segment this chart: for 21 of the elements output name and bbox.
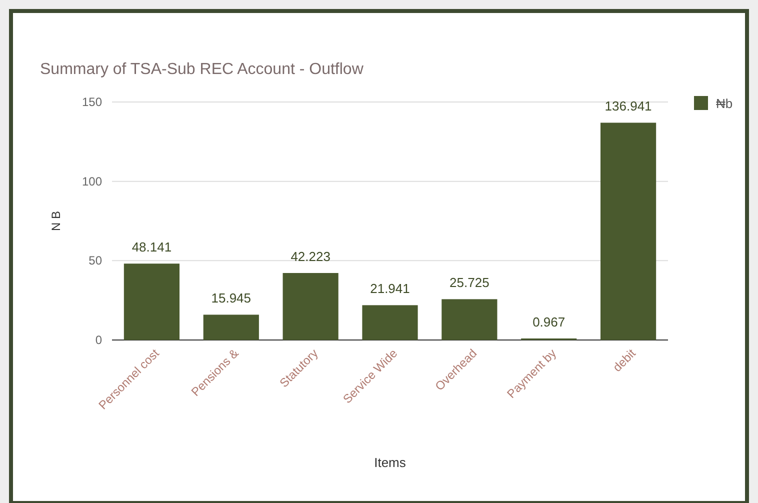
bar	[362, 305, 418, 340]
y-tick-label: 50	[88, 254, 102, 268]
bar	[203, 314, 259, 340]
y-axis-title: N B	[49, 210, 63, 232]
bar	[442, 299, 498, 340]
bar	[282, 273, 338, 340]
data-label: 48.141	[132, 240, 172, 255]
chart-title: Summary of TSA-Sub REC Account - Outflow	[40, 61, 364, 78]
data-label: 25.725	[450, 275, 490, 290]
bar	[124, 264, 180, 340]
data-label: 15.945	[211, 290, 252, 306]
data-label: 136.941	[604, 98, 652, 114]
data-label: 21.941	[370, 281, 410, 296]
y-tick-label: 0	[95, 333, 102, 347]
y-tick-label: 150	[82, 95, 102, 109]
bar	[600, 122, 656, 340]
legend-label: ₦b	[716, 96, 733, 111]
data-label: 0.967	[532, 314, 566, 330]
x-axis-title: Items	[374, 455, 406, 470]
data-label: 42.223	[290, 249, 330, 264]
y-tick-label: 100	[82, 174, 102, 188]
